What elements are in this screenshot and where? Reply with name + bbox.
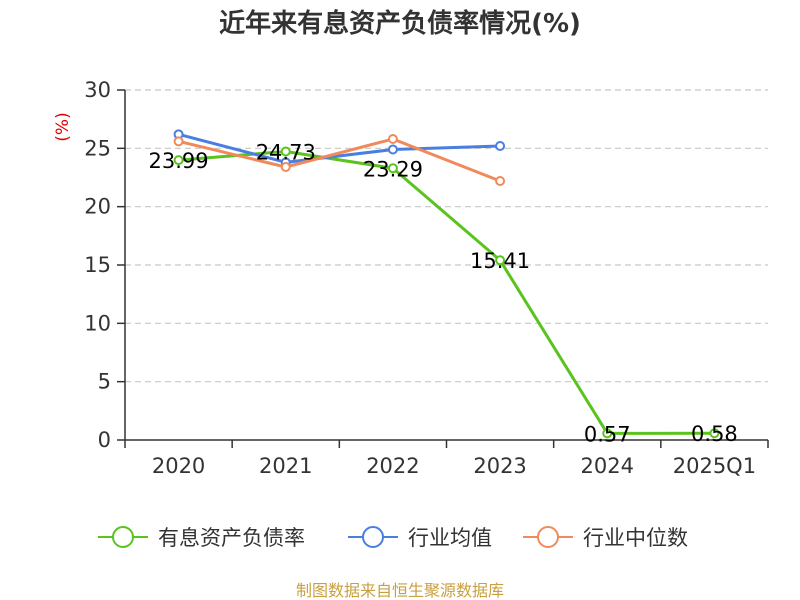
series-0 bbox=[173, 146, 720, 439]
data-label: 23.99 bbox=[149, 149, 209, 173]
series-2 bbox=[173, 134, 506, 186]
y-tick-label: 0 bbox=[98, 428, 111, 452]
y-tick-label: 5 bbox=[98, 370, 111, 394]
series-1 bbox=[173, 129, 506, 168]
x-tick-label: 2021 bbox=[259, 454, 312, 478]
series-line bbox=[178, 132, 501, 164]
axes: 0 5 10 15 20 25 30 2020 2021 2022 2023 2024 2025Q1 bbox=[84, 78, 769, 478]
legend-marker bbox=[112, 526, 134, 548]
y-tick-label: 30 bbox=[84, 78, 111, 102]
data-point bbox=[495, 176, 506, 186]
legend-label: 行业中位数 bbox=[583, 526, 688, 550]
data-point bbox=[387, 134, 398, 144]
data-point bbox=[602, 428, 613, 439]
data-point bbox=[387, 144, 398, 155]
x-tick-label: 2024 bbox=[581, 454, 634, 478]
legend: 有息资产负债率 行业均值 行业中位数 bbox=[98, 526, 688, 550]
y-tick-label: 15 bbox=[84, 253, 111, 277]
source-note: 制图数据来自恒生聚源数据库 bbox=[296, 581, 504, 600]
data-point bbox=[280, 146, 291, 157]
data-point bbox=[173, 155, 184, 166]
legend-marker bbox=[537, 526, 559, 548]
series-layer bbox=[173, 129, 720, 439]
y-tick-label: 20 bbox=[84, 195, 111, 219]
data-label: 24.73 bbox=[256, 140, 316, 164]
legend-marker bbox=[362, 526, 384, 548]
legend-item: 行业均值 bbox=[348, 526, 492, 550]
data-point bbox=[173, 136, 184, 147]
legend-item: 有息资产负债率 bbox=[98, 526, 305, 550]
data-label: 23.29 bbox=[363, 157, 423, 181]
grid bbox=[125, 89, 768, 383]
y-axis-unit: (%) bbox=[53, 112, 73, 141]
legend-label: 行业均值 bbox=[408, 526, 492, 550]
series-line bbox=[178, 137, 501, 183]
data-point bbox=[709, 428, 720, 439]
chart-title: 近年来有息资产负债率情况(%) bbox=[219, 8, 581, 39]
data-labels: 23.99 24.73 23.29 15.41 0.57 0.58 bbox=[149, 140, 738, 446]
legend-label: 有息资产负债率 bbox=[158, 526, 305, 550]
data-point bbox=[387, 163, 398, 174]
data-label: 0.58 bbox=[691, 422, 738, 446]
y-tick-label: 25 bbox=[84, 136, 111, 160]
legend-item: 行业中位数 bbox=[523, 526, 688, 550]
x-tick-label: 2020 bbox=[152, 454, 205, 478]
data-point bbox=[495, 255, 506, 266]
data-label: 0.57 bbox=[584, 422, 631, 446]
data-label: 15.41 bbox=[470, 249, 530, 273]
x-tick-label: 2022 bbox=[366, 454, 419, 478]
data-point bbox=[495, 141, 506, 151]
x-tick-label: 2023 bbox=[473, 454, 526, 478]
data-point bbox=[280, 162, 291, 172]
series-line bbox=[178, 149, 715, 435]
x-tick-label: 2025Q1 bbox=[673, 454, 756, 478]
y-tick-label: 10 bbox=[84, 311, 111, 335]
